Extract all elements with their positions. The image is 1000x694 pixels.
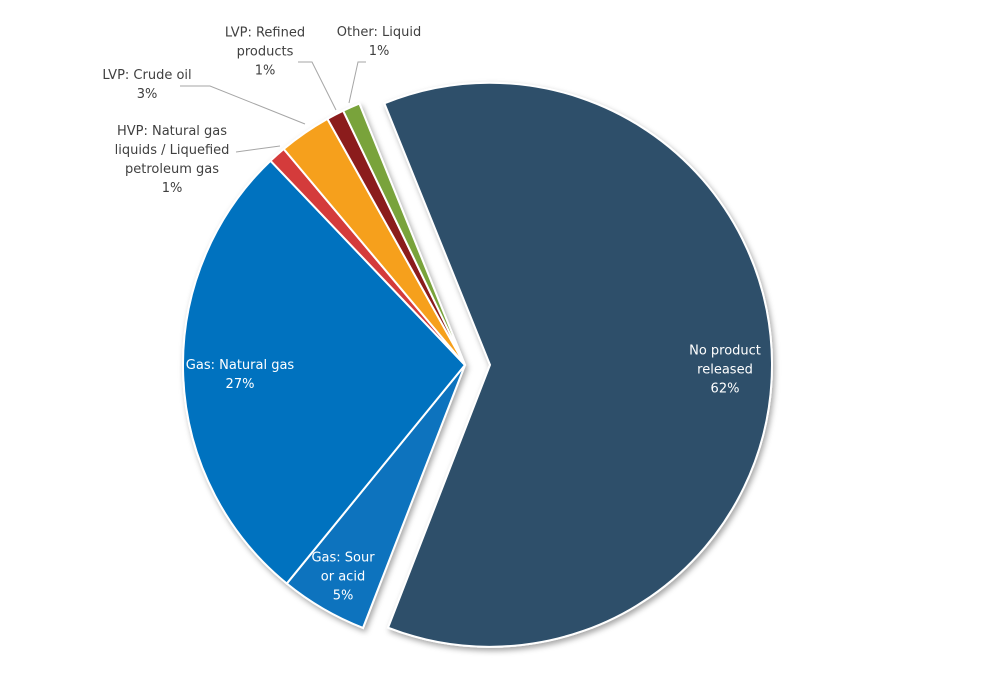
category-label: No product released xyxy=(689,343,761,378)
value-label: 27% xyxy=(225,377,255,392)
pie-slice xyxy=(383,81,773,648)
slice-label: No product released 62% xyxy=(670,342,780,399)
leader-line xyxy=(180,85,306,125)
leader-line xyxy=(348,61,366,104)
category-label: Gas: Sour or acid xyxy=(311,550,375,585)
value-label: 1% xyxy=(161,181,183,196)
leader-lines xyxy=(180,61,366,153)
slice-label: LVP: Refined products 1% xyxy=(210,24,320,81)
category-label: LVP: Refined products xyxy=(224,25,306,60)
slice-label: HVP: Natural gas liquids / Liquefied pet… xyxy=(107,122,237,198)
slice-label: LVP: Crude oil 3% xyxy=(92,66,202,104)
value-label: 1% xyxy=(368,44,390,59)
slices xyxy=(182,81,773,648)
category-label: Gas: Natural gas xyxy=(185,358,295,373)
category-label: HVP: Natural gas liquids / Liquefied pet… xyxy=(114,124,230,177)
value-label: 1% xyxy=(254,63,276,79)
pie-slice xyxy=(341,102,466,366)
value-label: 62% xyxy=(710,381,740,397)
value-label: 3% xyxy=(136,87,158,102)
category-label: Other: Liquid xyxy=(336,25,422,40)
leader-line xyxy=(235,145,281,153)
category-label: LVP: Crude oil xyxy=(102,68,192,83)
pie-slice xyxy=(182,159,467,585)
slice-label: Gas: Natural gas 27% xyxy=(185,356,295,394)
slice-label: Other: Liquid 1% xyxy=(324,23,434,61)
slice-label: Gas: Sour or acid 5% xyxy=(303,549,383,606)
leader-line xyxy=(298,61,337,111)
value-label: 5% xyxy=(332,588,354,604)
